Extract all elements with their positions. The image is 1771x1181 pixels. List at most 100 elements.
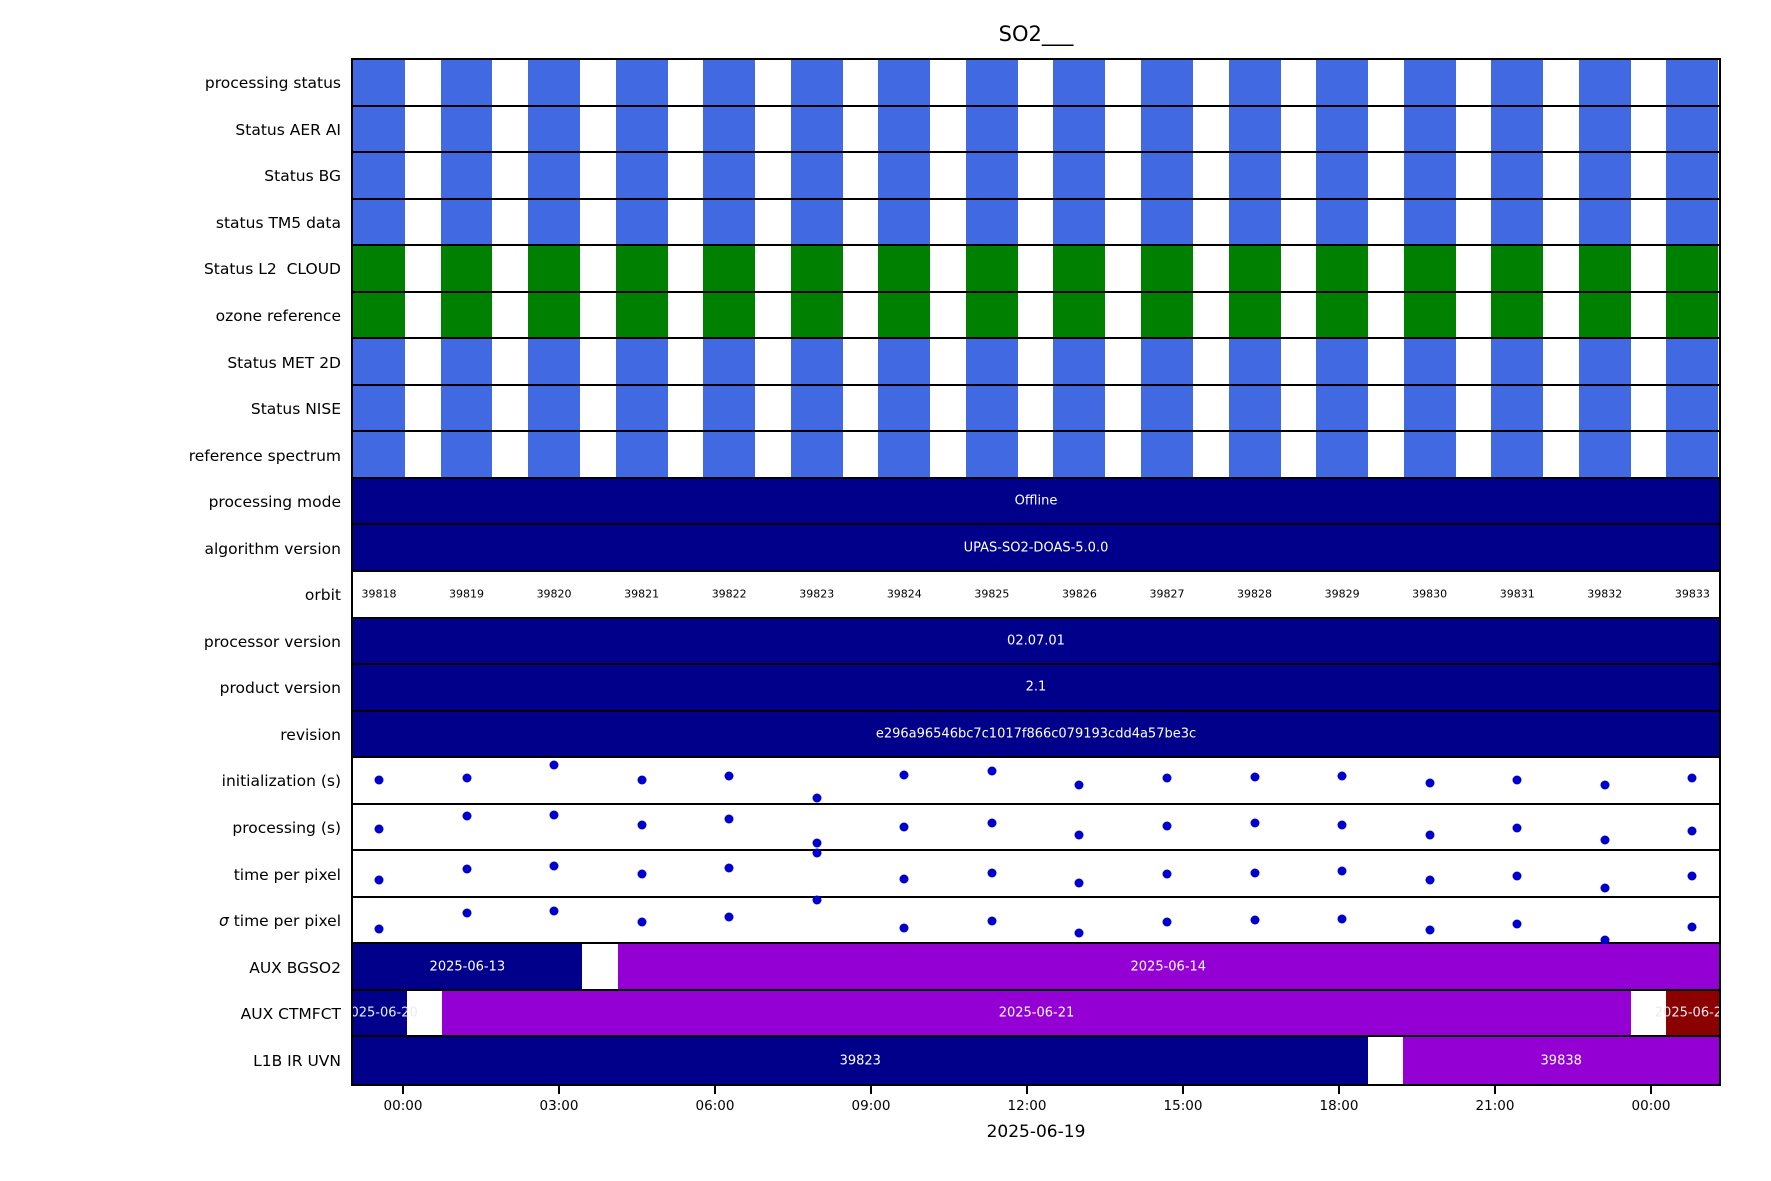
- x-axis-tick: [401, 1086, 404, 1094]
- data-point: [1600, 835, 1610, 845]
- timeline-segment: [353, 944, 582, 989]
- timeline-segment: [353, 1037, 1368, 1084]
- status-stripe: [703, 246, 756, 291]
- status-stripe: [615, 199, 668, 245]
- row-aux-bgso2: 2025-06-13 2025-06-14: [353, 944, 1719, 991]
- data-point: [724, 771, 734, 781]
- row-label-processor-version: processor version: [203, 632, 341, 651]
- value-bar: [353, 618, 1719, 664]
- data-point: [1687, 773, 1697, 783]
- x-axis-tick-label: 00:00: [1631, 1098, 1671, 1114]
- status-stripe: [1578, 432, 1631, 477]
- orbit-number: 39819: [449, 587, 484, 601]
- orbit-number: 39820: [536, 587, 572, 601]
- row-label-status-tm5-data: status TM5 data: [215, 213, 341, 232]
- row-label-processing-mode: processing mode: [208, 493, 341, 512]
- status-stripe: [1053, 106, 1106, 152]
- status-stripe: [1053, 385, 1106, 431]
- status-stripe: [440, 60, 493, 105]
- data-point: [987, 868, 997, 878]
- status-stripe: [1666, 339, 1719, 384]
- status-stripe: [1403, 339, 1456, 384]
- orbit-number: 39825: [974, 587, 1010, 601]
- status-stripe: [1228, 60, 1281, 105]
- status-stripe: [790, 385, 843, 431]
- status-stripe: [1578, 60, 1631, 105]
- status-stripe: [1491, 432, 1544, 477]
- x-axis-tick-label: 21:00: [1475, 1098, 1515, 1114]
- orbit-number: 39827: [1149, 587, 1185, 601]
- data-point: [1687, 871, 1697, 881]
- data-point: [1337, 771, 1347, 781]
- timeline-segment: [353, 990, 407, 1036]
- status-stripe: [1141, 292, 1193, 338]
- status-stripe: [1403, 60, 1456, 105]
- row-orbit: 39818 39819 39820 39821 39822 39823 39824 39825…: [353, 572, 1719, 619]
- status-stripe: [703, 385, 756, 431]
- status-stripe: [528, 339, 581, 384]
- status-stripe: [965, 199, 1018, 245]
- data-point: [724, 863, 734, 873]
- data-point: [987, 766, 997, 776]
- status-stripe: [1228, 106, 1281, 152]
- status-stripe: [440, 246, 493, 291]
- row-l1b-ir-uvn: 39823 39838: [353, 1037, 1719, 1084]
- data-point: [1425, 875, 1435, 885]
- data-point: [637, 917, 647, 927]
- orbit-number: 39823: [799, 587, 835, 601]
- status-stripe: [703, 106, 756, 152]
- row-processing-status: [353, 60, 1719, 107]
- row-label-status-nise: Status NISE: [250, 400, 341, 419]
- data-point: [1074, 928, 1084, 938]
- status-stripe: [1316, 292, 1369, 338]
- status-stripe: [353, 153, 405, 198]
- data-point: [462, 864, 471, 874]
- row-status-met-2d: [353, 339, 1719, 386]
- x-axis-tick-label: 12:00: [1007, 1098, 1047, 1114]
- value-bar: [353, 665, 1719, 710]
- timeline-segment-text: 2025-06-21: [998, 1005, 1075, 1021]
- data-point: [374, 875, 384, 885]
- status-stripe: [878, 292, 931, 338]
- status-stripe: [353, 432, 405, 477]
- row-initialization-s: [353, 758, 1719, 805]
- status-stripe: [878, 60, 931, 105]
- status-stripe: [1228, 246, 1281, 291]
- status-stripe: [965, 106, 1018, 152]
- row-label-ozone-reference: ozone reference: [215, 306, 341, 325]
- status-stripe: [790, 339, 843, 384]
- status-stripe: [790, 199, 843, 245]
- row-label-status-met-2d: Status MET 2D: [227, 353, 341, 372]
- status-stripe: [790, 106, 843, 152]
- status-stripe: [878, 199, 931, 245]
- status-stripe: [1316, 385, 1369, 431]
- data-point: [1162, 821, 1172, 831]
- data-point: [1250, 818, 1260, 828]
- status-stripe: [1491, 292, 1544, 338]
- row-label-reference-spectrum: reference spectrum: [188, 446, 341, 465]
- status-stripe: [1053, 60, 1106, 105]
- status-stripe: [528, 153, 581, 198]
- status-stripe: [1491, 106, 1544, 152]
- status-stripe: [1403, 292, 1456, 338]
- status-stripe: [965, 339, 1018, 384]
- status-stripe: [1141, 60, 1193, 105]
- row-processor-version: 02.07.01: [353, 618, 1719, 666]
- status-stripe: [615, 246, 668, 291]
- status-stripe: [790, 432, 843, 477]
- status-stripe: [1578, 246, 1631, 291]
- status-stripe: [1666, 106, 1719, 152]
- timeline-segment-text: 2025-06-13: [429, 959, 506, 975]
- x-axis-tick-label: 09:00: [851, 1098, 891, 1114]
- data-point: [1337, 820, 1347, 830]
- row-processing-s: [353, 805, 1719, 852]
- row-time-per-pixel: [353, 848, 1719, 898]
- data-point: [1074, 780, 1084, 790]
- status-stripe: [615, 385, 668, 431]
- orbit-number: 39826: [1061, 587, 1097, 601]
- orbit-number: 39833: [1674, 587, 1710, 601]
- timeline-segment: [1403, 1037, 1719, 1084]
- data-point: [899, 874, 909, 884]
- data-point: [374, 775, 384, 785]
- timeline-segment-text: 39823: [839, 1053, 881, 1069]
